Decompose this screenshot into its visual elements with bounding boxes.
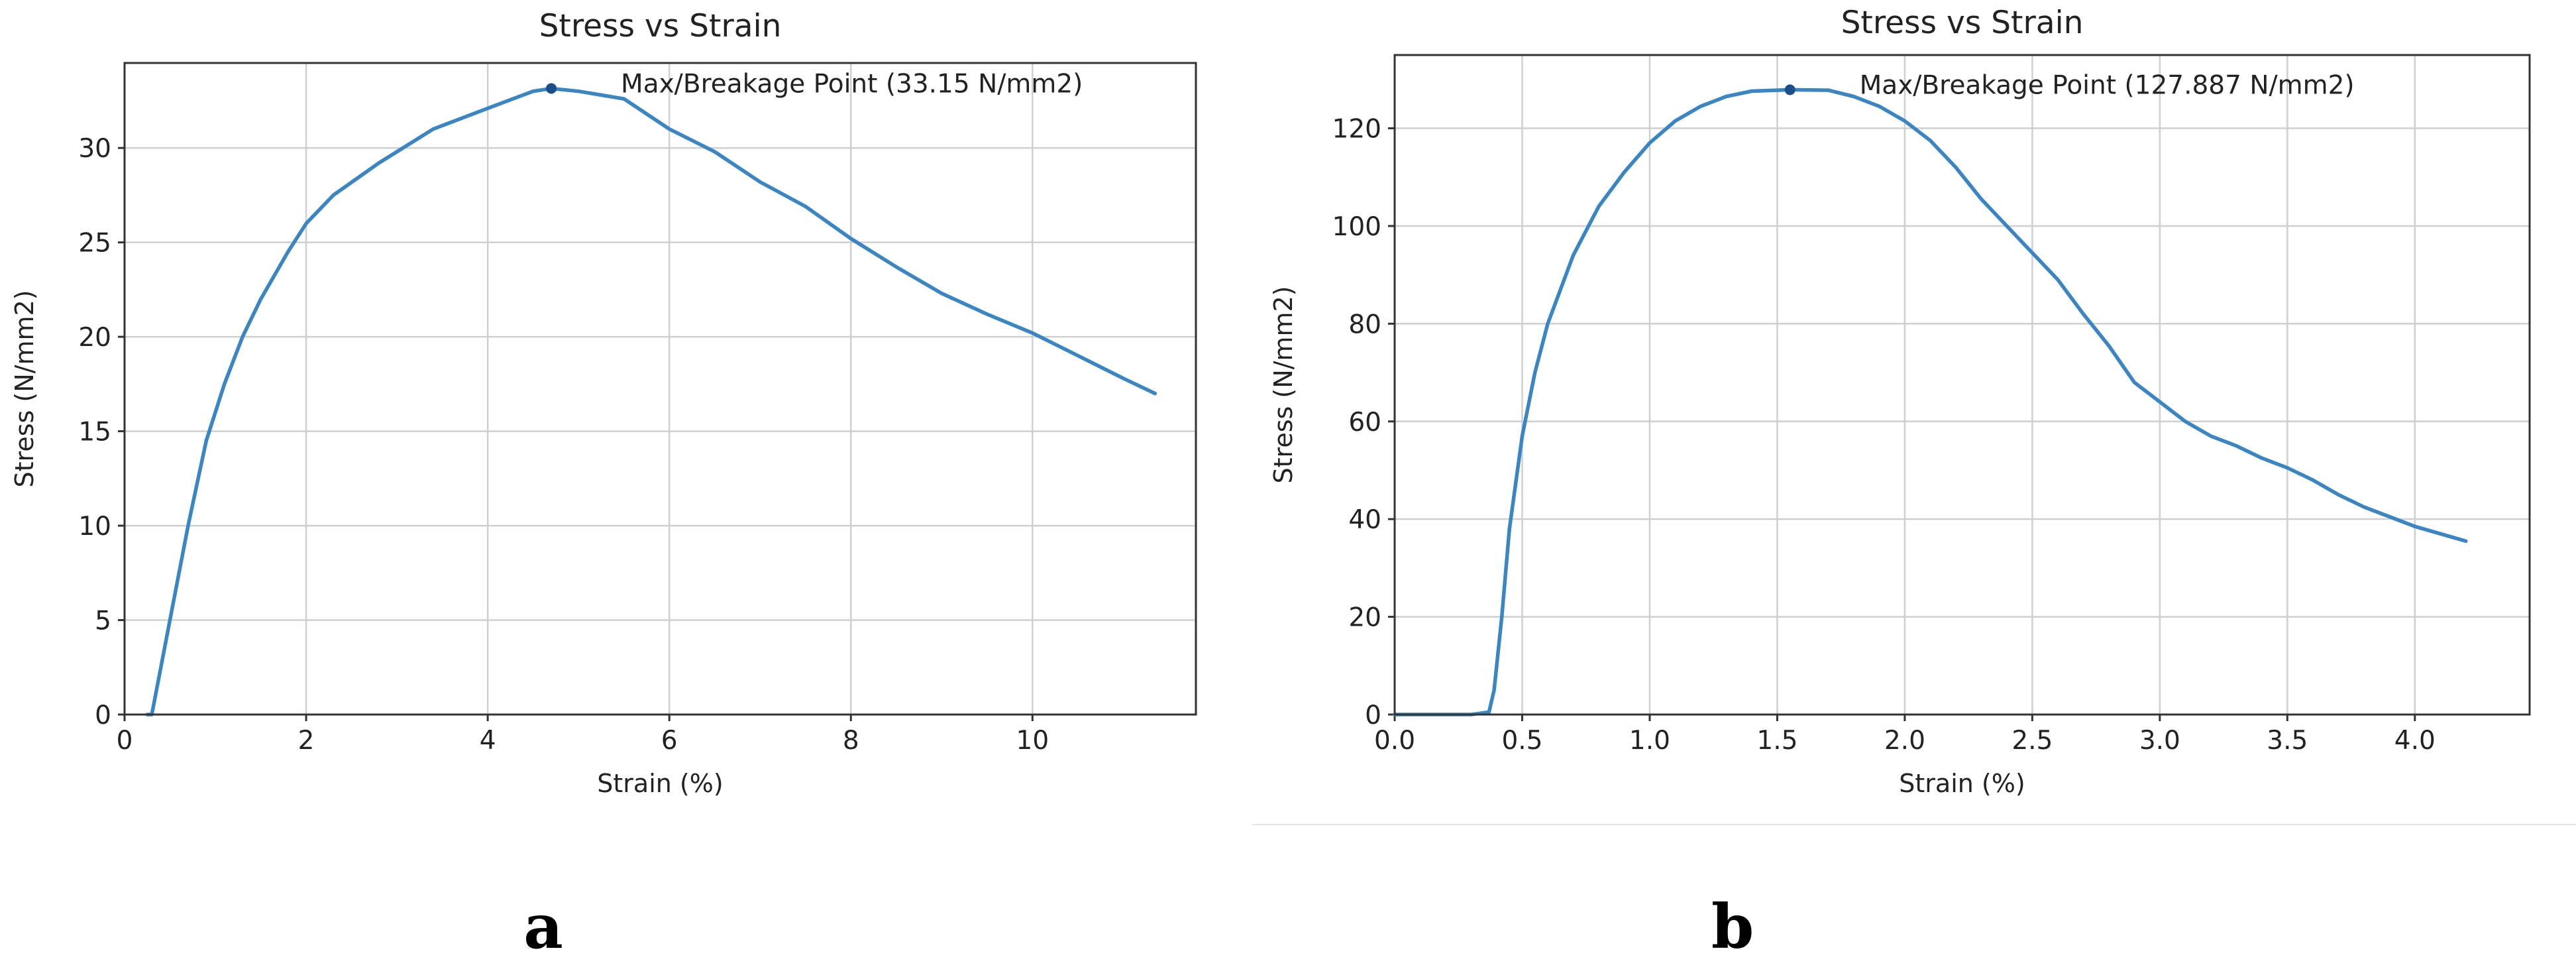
- y-tick-label: 20: [78, 323, 111, 353]
- chart-title: Stress vs Strain: [1841, 5, 2084, 41]
- y-tick-label: 25: [78, 229, 111, 259]
- y-axis-label: Stress (N/mm2): [1269, 286, 1298, 484]
- x-tick-label: 1.0: [1629, 726, 1670, 756]
- y-tick-label: 0: [1365, 701, 1381, 730]
- y-tick-label: 20: [1348, 603, 1381, 633]
- x-tick-label: 1.5: [1756, 726, 1798, 756]
- x-tick-label: 2: [298, 726, 315, 756]
- max-breakage-annotation: Max/Breakage Point (33.15 N/mm2): [621, 69, 1083, 99]
- x-axis-label: Strain (%): [597, 769, 723, 798]
- y-tick-label: 0: [95, 701, 111, 730]
- x-tick-label: 3.5: [2267, 726, 2308, 756]
- y-tick-label: 40: [1348, 505, 1381, 535]
- x-tick-label: 4: [480, 726, 496, 756]
- y-tick-label: 120: [1332, 115, 1381, 144]
- chart-title: Stress vs Strain: [539, 8, 782, 44]
- y-tick-label: 80: [1348, 310, 1381, 339]
- max-breakage-annotation: Max/Breakage Point (127.887 N/mm2): [1860, 70, 2355, 100]
- x-tick-label: 2.0: [1884, 726, 1925, 756]
- y-tick-label: 15: [78, 418, 111, 447]
- y-tick-label: 10: [78, 512, 111, 542]
- x-tick-label: 0.5: [1501, 726, 1542, 756]
- x-tick-label: 4.0: [2394, 726, 2436, 756]
- chart-b: 0.0 0.5 1.0 1.5 2.0 2.5 3.0 3.5 4.0 0 20 40 60 80 100 1…: [1269, 5, 2531, 798]
- y-tick-label: 100: [1332, 212, 1381, 242]
- x-tick-label: 10: [1016, 726, 1049, 756]
- plot-frame: [123, 62, 1197, 716]
- stress-strain-line: [145, 86, 1157, 717]
- y-axis-label: Stress (N/mm2): [10, 290, 39, 488]
- y-tick-label: 30: [78, 134, 111, 164]
- x-tick-label: 2.5: [2012, 726, 2053, 756]
- plot-frame: [1393, 54, 2531, 716]
- max-breakage-point: [546, 83, 557, 94]
- stress-strain-line: [1393, 87, 2468, 717]
- x-tick-label: 8: [843, 726, 859, 756]
- panel-label-a: a: [523, 891, 563, 962]
- panel-label-b: b: [1711, 891, 1754, 962]
- x-axis-label: Strain (%): [1899, 769, 2025, 798]
- y-tick-label: 60: [1348, 408, 1381, 437]
- y-tick-label: 5: [95, 606, 111, 636]
- x-tick-label: 0.0: [1374, 726, 1415, 756]
- chart-a: 0 2 4 6 8 10 0 5 10 15 20 25 30 Max/Breakage Point (3…: [10, 8, 1197, 798]
- max-breakage-point: [1784, 84, 1796, 95]
- x-tick-label: 0: [117, 726, 133, 756]
- x-tick-label: 3.0: [2139, 726, 2180, 756]
- x-tick-label: 6: [661, 726, 678, 756]
